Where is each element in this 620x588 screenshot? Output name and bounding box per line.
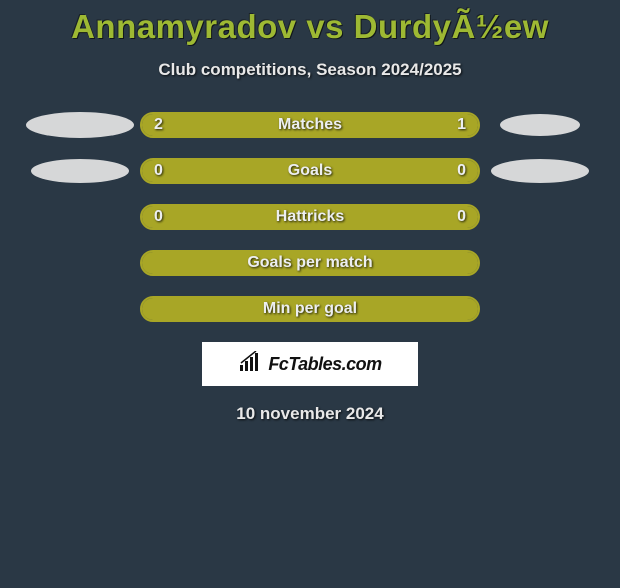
left-value-ellipse (26, 112, 134, 138)
stat-value-left: 0 (154, 208, 163, 226)
stat-rows: Matches 2 1 Goals 0 0 Hattricks 0 0 Goals per mat… (0, 112, 620, 322)
stat-value-right: 0 (457, 162, 466, 180)
date-text: 10 november 2024 (0, 404, 620, 424)
right-side (480, 159, 600, 183)
stat-bar: Min per goal (140, 296, 480, 322)
stat-label: Matches (278, 116, 342, 134)
stat-row: Goals per match (0, 250, 620, 276)
stat-value-right: 0 (457, 208, 466, 226)
stat-value-left: 0 (154, 162, 163, 180)
left-side (20, 112, 140, 138)
stat-label: Goals per match (247, 254, 372, 272)
stat-row: Hattricks 0 0 (0, 204, 620, 230)
stat-bar: Hattricks 0 0 (140, 204, 480, 230)
stat-row: Goals 0 0 (0, 158, 620, 184)
stat-bar: Goals 0 0 (140, 158, 480, 184)
page-title: Annamyradov vs DurdyÃ½ew (0, 8, 620, 46)
stat-label: Hattricks (276, 208, 344, 226)
right-side (480, 114, 600, 136)
right-value-ellipse (491, 159, 589, 183)
left-value-ellipse (31, 159, 129, 183)
stat-row: Matches 2 1 (0, 112, 620, 138)
stat-label: Min per goal (263, 300, 357, 318)
stat-row: Min per goal (0, 296, 620, 322)
stat-bar: Goals per match (140, 250, 480, 276)
subtitle: Club competitions, Season 2024/2025 (0, 60, 620, 80)
stat-value-right: 1 (457, 116, 466, 134)
stat-bar: Matches 2 1 (140, 112, 480, 138)
stat-label: Goals (288, 162, 332, 180)
logo-text: FcTables.com (268, 354, 381, 375)
logo-chart-icon (238, 351, 264, 378)
right-value-ellipse (500, 114, 580, 136)
stat-value-left: 2 (154, 116, 163, 134)
left-side (20, 159, 140, 183)
logo-box: FcTables.com (202, 342, 418, 386)
